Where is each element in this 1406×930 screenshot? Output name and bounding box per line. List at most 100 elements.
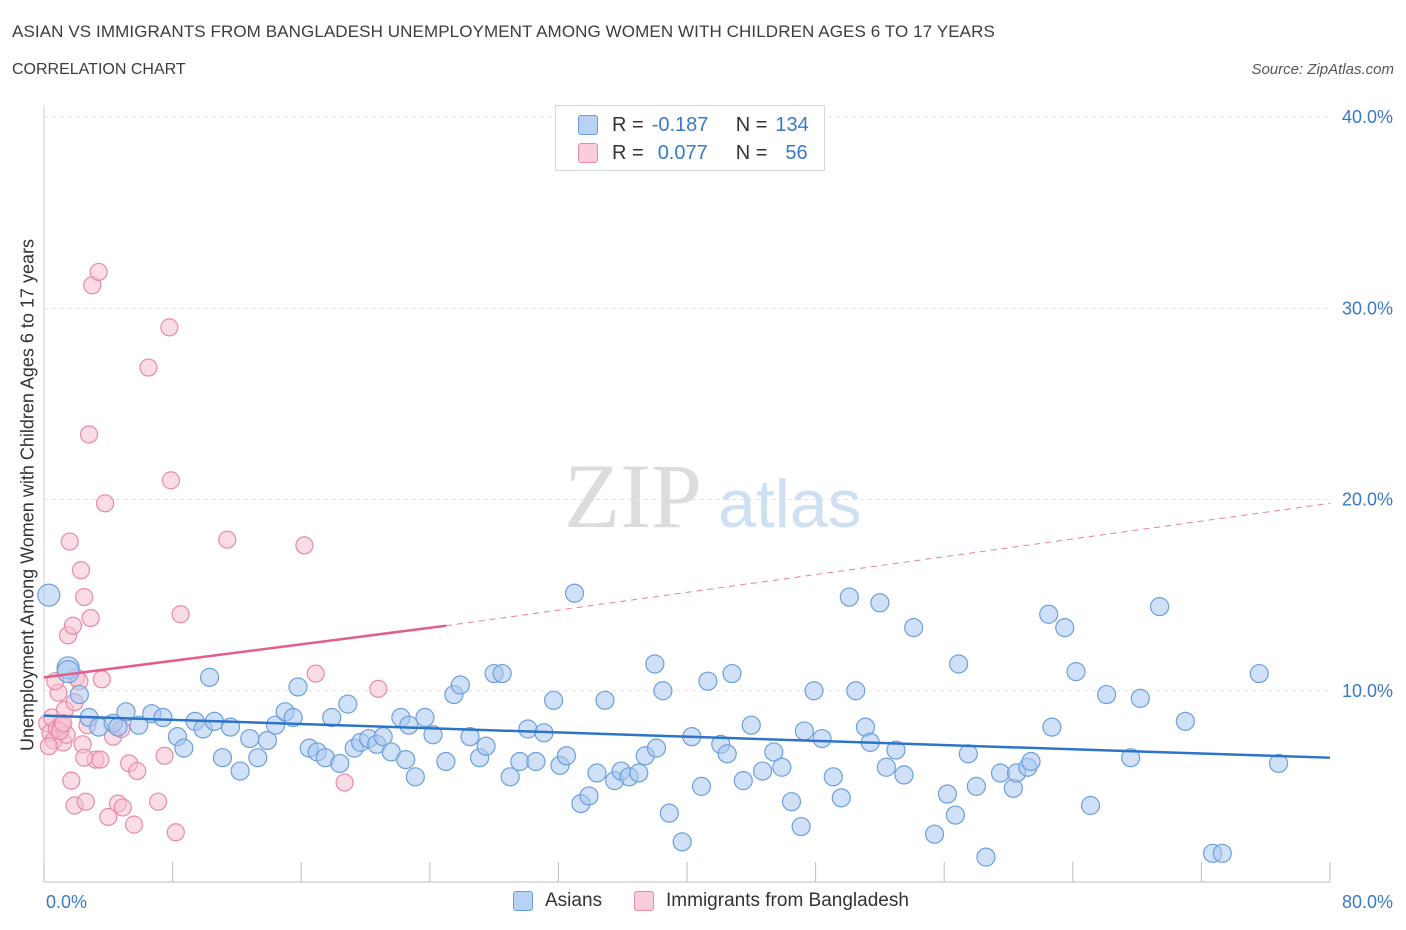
- trend-lines: [43, 502, 1331, 759]
- asian-point: [1039, 604, 1059, 624]
- legend-r-value: 0.077: [657, 141, 708, 164]
- asian-point: [831, 788, 851, 808]
- bangladesh-point: [75, 748, 94, 767]
- asian-point: [812, 728, 832, 749]
- asian-point: [990, 763, 1011, 783]
- asian-point: [288, 677, 308, 697]
- correlation-legend: R = -0.187 N = 134 R = 0.077 N = 56: [555, 105, 825, 171]
- legend-swatch-bangladesh: [578, 143, 598, 163]
- asian-point: [1055, 618, 1075, 638]
- bangladesh-point: [113, 798, 132, 817]
- asian-point: [415, 707, 435, 728]
- legend-n-label: N =: [735, 141, 768, 164]
- asian-point: [564, 583, 585, 603]
- bangladesh-point: [92, 670, 111, 689]
- bangladesh-point: [128, 761, 147, 781]
- bangladesh-trend-extension: [445, 502, 1331, 627]
- asian-point: [518, 719, 538, 739]
- series-legend: Asians Immigrants from Bangladesh: [513, 890, 941, 912]
- asian-point: [958, 744, 978, 764]
- watermark-zip: ZIP: [564, 445, 702, 547]
- bangladesh-point: [161, 471, 181, 490]
- asian-point: [579, 786, 599, 806]
- asian-point: [653, 681, 673, 701]
- bangladesh-point: [218, 530, 237, 549]
- asian-point: [659, 803, 679, 823]
- legend-n-value: 134: [775, 113, 809, 136]
- asian-point: [69, 684, 89, 705]
- series-name-asians: Asians: [545, 890, 603, 911]
- asian-point: [230, 761, 250, 781]
- bangladesh-point: [81, 608, 100, 628]
- bangladesh-point: [369, 679, 388, 698]
- asian-point: [240, 728, 260, 749]
- legend-n-value: 56: [785, 141, 808, 164]
- legend-r-label: R =: [612, 113, 644, 136]
- series-swatch-asians: [513, 891, 533, 911]
- y-tick-label: 10.0%: [1342, 681, 1393, 701]
- asian-point: [492, 663, 512, 684]
- asian-point: [646, 738, 667, 758]
- y-tick-label: 20.0%: [1342, 490, 1393, 510]
- asian-point: [500, 767, 520, 787]
- series-legend-asians: Asians: [513, 890, 602, 912]
- asian-point: [330, 753, 350, 774]
- asian-point: [405, 767, 425, 787]
- asian-point: [629, 763, 649, 783]
- asian-point: [691, 776, 712, 796]
- asian-point: [1268, 753, 1289, 774]
- legend-row-bangladesh: R = 0.077 N = 56: [578, 140, 808, 166]
- bangladesh-point: [160, 318, 179, 337]
- bangladesh-point: [89, 262, 108, 282]
- asian-point: [772, 757, 792, 777]
- asian-point: [645, 654, 665, 674]
- asian-point: [672, 832, 692, 852]
- asian-point: [1175, 711, 1195, 731]
- asian-point: [1096, 684, 1117, 705]
- asian-point: [1150, 596, 1170, 617]
- asian-point: [945, 805, 966, 825]
- legend-r-label: R =: [612, 141, 644, 164]
- bangladesh-point: [171, 605, 190, 624]
- asian-point: [937, 784, 958, 804]
- bangladesh-point: [306, 664, 325, 683]
- bangladesh-point: [99, 807, 118, 827]
- asian-point: [556, 746, 577, 766]
- asian-point: [764, 742, 784, 762]
- asian-point: [966, 776, 986, 796]
- asian-point: [595, 690, 615, 710]
- asian-point: [791, 816, 811, 837]
- asian-point: [894, 765, 914, 785]
- chart-title: ASIAN VS IMMIGRANTS FROM BANGLADESH UNEM…: [12, 22, 995, 41]
- asian-point: [722, 663, 742, 684]
- asian-point: [526, 751, 546, 772]
- asian-point: [153, 707, 173, 728]
- legend-r-value: -0.187: [651, 113, 709, 136]
- source-credit: Source: ZipAtlas.com: [1251, 61, 1394, 78]
- asian-point: [199, 667, 220, 687]
- asian-point: [1080, 795, 1101, 816]
- bangladesh-point: [79, 425, 99, 444]
- bangladesh-point: [39, 737, 58, 756]
- watermark: ZIP atlas: [564, 445, 862, 547]
- bangladesh-point: [71, 561, 91, 580]
- asian-point: [1249, 663, 1269, 684]
- bangladesh-point: [155, 746, 174, 765]
- asian-point: [698, 671, 718, 691]
- asian-point: [283, 707, 303, 728]
- bangladesh-point: [76, 792, 95, 811]
- asian-point: [399, 715, 419, 735]
- asian-point: [976, 847, 996, 867]
- x-tick-label: 0.0%: [46, 892, 87, 912]
- asian-point: [1130, 688, 1150, 709]
- bangladesh-point: [75, 587, 94, 607]
- bangladesh-point: [335, 773, 354, 792]
- asian-point: [322, 707, 342, 728]
- series-name-bangladesh: Immigrants from Bangladesh: [666, 890, 909, 911]
- y-axis-label: Unemployment Among Women with Children A…: [17, 239, 38, 751]
- bangladesh-point: [139, 358, 158, 377]
- asian-point: [781, 792, 802, 812]
- bangladesh-trend-line: [43, 624, 447, 679]
- asian-point: [924, 824, 945, 844]
- bangladesh-point: [166, 823, 185, 842]
